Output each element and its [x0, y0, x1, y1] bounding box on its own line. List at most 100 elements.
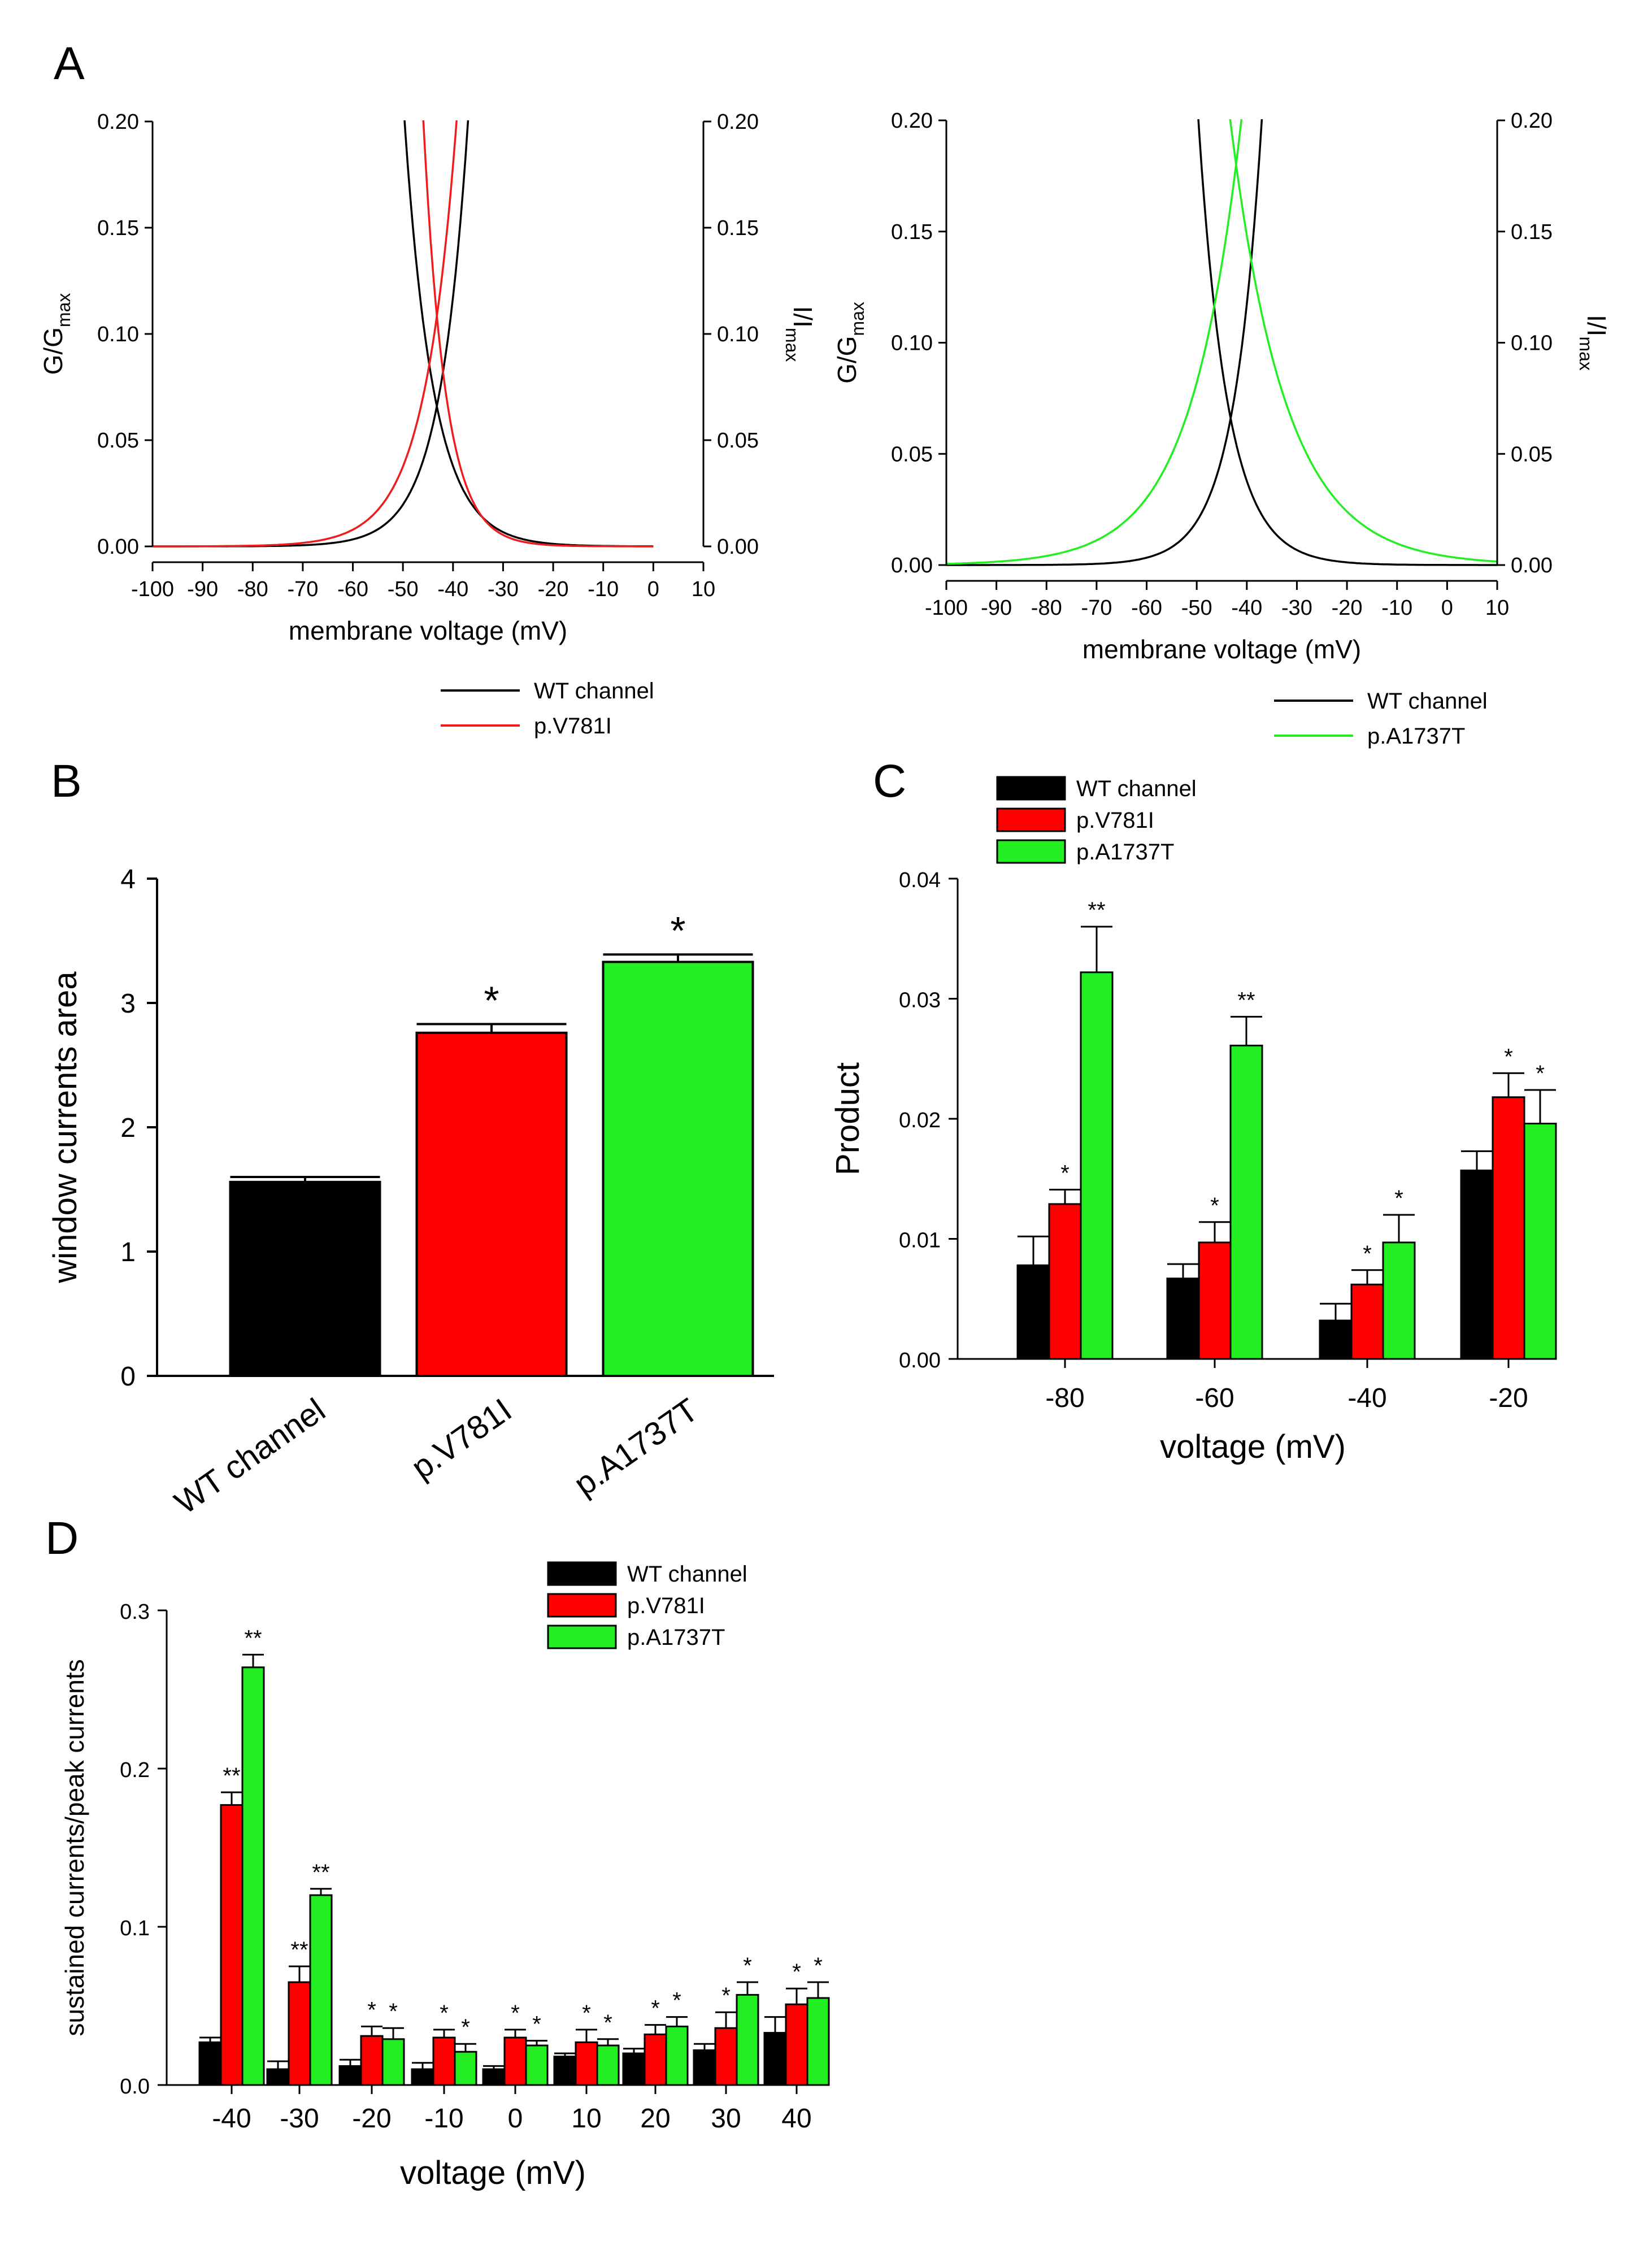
- y-tick-label-right: 0.15: [717, 216, 759, 240]
- significance-star: **: [1088, 898, 1105, 923]
- bar: [241, 1666, 265, 2086]
- chart-a-a1737t: 0.00 0.00 0.05 0.05 0.10 0.10 0.15 0.15 0.20 0.20…: [832, 109, 1611, 749]
- x-tick-label: 10: [692, 577, 715, 601]
- chart-b-window-area: WT channel * p.V781I * p.A1737T 0 1 2 3 4 window c…: [47, 865, 774, 1522]
- bar: [220, 1804, 244, 2086]
- x-tick-label: -90: [187, 577, 218, 601]
- bar: [575, 2041, 598, 2086]
- bar: [411, 2068, 434, 2086]
- bar: [736, 1993, 759, 2086]
- curve-inactivation-1: [422, 120, 654, 548]
- bar: [785, 2003, 808, 2086]
- chart-a-v781i: 0.00 0.00 0.05 0.05 0.10 0.10 0.15 0.15 0.20 0.20…: [38, 110, 818, 739]
- y-axis-label: window currents area: [47, 971, 84, 1284]
- x-tick-label: -60: [337, 577, 368, 601]
- bar: [596, 2044, 620, 2086]
- significance-star: *: [721, 1983, 731, 2008]
- bar: [229, 1180, 381, 1378]
- y-axis-label-left-main: G/G: [832, 336, 862, 384]
- significance-star: **: [312, 1860, 329, 1885]
- x-axis-label: voltage (mV): [1160, 1428, 1346, 1465]
- y-axis-label: sustained currents/peak currents: [60, 1659, 89, 2036]
- bar: [1048, 1203, 1082, 1360]
- significance-star: *: [1363, 1241, 1372, 1266]
- x-tick-label: -80: [237, 577, 268, 601]
- legend-swatch-1: [547, 1593, 617, 1618]
- panel-label-a: A: [54, 38, 85, 89]
- y-axis-label-left-sub: max: [54, 293, 74, 327]
- x-tick-label: -40: [437, 577, 468, 601]
- significance-star: **: [290, 1938, 308, 1962]
- x-axis-label: voltage (mV): [400, 2155, 586, 2191]
- y-axis-label-left: G/Gmax: [38, 293, 74, 375]
- curve-inactivation-0: [1197, 119, 1497, 566]
- x-tick-label: -20: [1489, 1383, 1528, 1413]
- bar: [1319, 1319, 1353, 1360]
- y-tick-label-left: 0.10: [97, 323, 139, 346]
- y-axis-label-right-sub: max: [782, 328, 802, 362]
- significance-star: *: [792, 1960, 801, 1984]
- x-tick-label: -90: [981, 596, 1012, 620]
- y-tick-label: 1: [120, 1237, 136, 1267]
- y-tick-label: 0.02: [899, 1109, 941, 1132]
- x-tick-label: -10: [424, 2104, 463, 2134]
- x-tick-label: 40: [781, 2104, 811, 2134]
- bar: [525, 2044, 549, 2086]
- y-tick-label: 0.3: [120, 1600, 150, 1624]
- x-axis-label: membrane voltage (mV): [1083, 635, 1361, 664]
- x-tick-label: 20: [640, 2104, 670, 2134]
- significance-star: **: [223, 1763, 240, 1788]
- bar: [1016, 1264, 1050, 1360]
- bar: [503, 2036, 527, 2086]
- y-tick-label-left: 0.05: [97, 429, 139, 453]
- x-tick-label: -80: [1045, 1383, 1084, 1413]
- bar: [482, 2068, 506, 2086]
- y-axis-label-left-sub: max: [847, 302, 868, 336]
- y-tick-label-left: 0.20: [97, 110, 139, 134]
- legend-label-1: p.V781I: [1076, 808, 1154, 833]
- y-axis-label-right: I/Imax: [1576, 315, 1611, 371]
- bar: [806, 1997, 830, 2086]
- y-tick-label: 0.04: [899, 868, 941, 892]
- significance-star: *: [461, 2015, 470, 2040]
- x-axis-label: membrane voltage (mV): [289, 616, 567, 645]
- y-tick-label-right: 0.10: [717, 323, 759, 346]
- significance-star: **: [1237, 988, 1255, 1013]
- y-tick-label-left: 0.10: [891, 332, 933, 355]
- legend-swatch-2: [547, 1624, 617, 1649]
- bar: [415, 1031, 568, 1378]
- y-tick-label-right: 0.00: [1511, 554, 1553, 577]
- x-tick-label: -20: [352, 2104, 391, 2134]
- x-tick-label: -50: [1181, 596, 1212, 620]
- bar: [288, 1981, 311, 2086]
- x-tick-label: -70: [1081, 596, 1112, 620]
- x-tick-label: -20: [1332, 596, 1363, 620]
- y-tick-label: 4: [120, 865, 136, 894]
- y-tick-label-right: 0.05: [1511, 442, 1553, 466]
- legend-label-2: p.A1737T: [627, 1625, 725, 1650]
- x-tick-label: -40: [212, 2104, 251, 2134]
- curve-activation-0: [946, 119, 1263, 566]
- y-tick-label-right: 0.20: [1511, 109, 1553, 133]
- y-tick-label: 0.00: [899, 1349, 941, 1372]
- significance-star: *: [367, 1997, 376, 2022]
- x-tick-label: 10: [1485, 596, 1509, 620]
- x-tick-label: -10: [588, 577, 619, 601]
- legend-swatch-0: [996, 776, 1066, 801]
- y-tick-label-left: 0.00: [891, 554, 933, 577]
- y-axis-label-right-main: I/I: [1582, 315, 1611, 336]
- bar: [309, 1894, 333, 2086]
- x-tick-label: -30: [1281, 596, 1312, 620]
- x-tick-label: -30: [488, 577, 519, 601]
- legend-swatch-1: [996, 807, 1066, 832]
- curve-inactivation-1: [1229, 119, 1497, 563]
- legend-label-1: p.V781I: [627, 1593, 705, 1618]
- y-tick-label-left: 0.15: [97, 216, 139, 240]
- y-tick-label: 0.1: [120, 1917, 150, 1940]
- y-axis-label-right: I/Imax: [782, 306, 818, 362]
- category-label: p.V781I: [405, 1391, 518, 1486]
- bar: [381, 2038, 405, 2086]
- x-tick-label: -40: [1347, 1383, 1386, 1413]
- x-tick-label: -40: [1231, 596, 1262, 620]
- x-tick-label: 0: [1441, 596, 1453, 620]
